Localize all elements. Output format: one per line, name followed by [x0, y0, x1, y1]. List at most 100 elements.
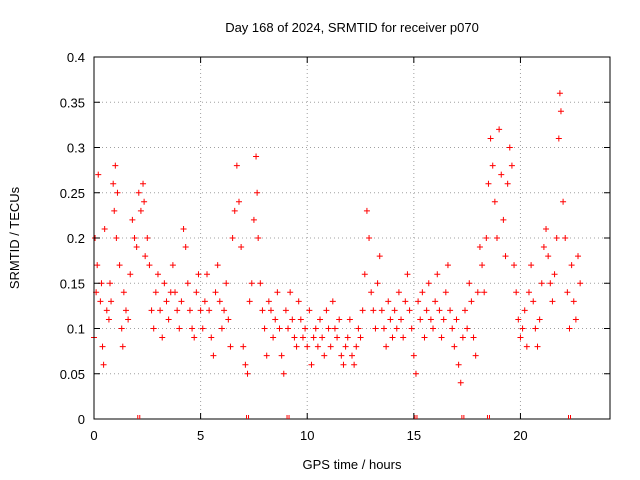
- data-point: [496, 126, 503, 133]
- y-tick-label: 0.4: [67, 50, 85, 65]
- data-point: [555, 135, 562, 142]
- data-point: [312, 325, 319, 332]
- data-point: [189, 325, 196, 332]
- data-point: [504, 180, 511, 187]
- data-point: [174, 307, 181, 314]
- data-point: [557, 108, 564, 115]
- y-tick-label: 0.35: [60, 95, 85, 110]
- data-point: [489, 162, 496, 169]
- data-point: [323, 307, 330, 314]
- data-point: [259, 307, 266, 314]
- data-point: [282, 307, 289, 314]
- data-point: [355, 325, 362, 332]
- data-point: [417, 316, 424, 323]
- data-point: [306, 307, 313, 314]
- data-point: [208, 334, 215, 341]
- data-point: [112, 162, 119, 169]
- data-point: [244, 370, 251, 377]
- data-point: [304, 343, 311, 350]
- y-tick-label: 0.2: [67, 231, 85, 246]
- data-point: [274, 289, 281, 296]
- data-point: [101, 225, 108, 232]
- data-point: [142, 253, 149, 260]
- data-point: [570, 298, 577, 305]
- data-point: [105, 316, 112, 323]
- data-point: [568, 262, 575, 269]
- data-point: [280, 370, 287, 377]
- data-point: [400, 334, 407, 341]
- data-point: [127, 271, 134, 278]
- data-point: [229, 235, 236, 241]
- data-point: [291, 334, 298, 341]
- data-point: [319, 334, 326, 341]
- data-point: [95, 171, 102, 178]
- data-point: [378, 307, 385, 314]
- data-point: [310, 334, 317, 341]
- data-point: [393, 325, 400, 332]
- data-point: [387, 316, 394, 323]
- x-tick-label: 15: [407, 428, 421, 443]
- data-point: [564, 289, 571, 296]
- data-point: [566, 325, 573, 332]
- data-point: [485, 180, 492, 187]
- data-point: [500, 216, 507, 223]
- data-point: [257, 280, 264, 287]
- data-point: [103, 307, 110, 314]
- data-point: [412, 370, 419, 377]
- data-point: [261, 325, 268, 332]
- data-point: [287, 289, 294, 296]
- y-tick-label: 0.05: [60, 367, 85, 382]
- data-point: [351, 361, 358, 368]
- data-point: [327, 343, 334, 350]
- data-point: [536, 316, 543, 323]
- data-point: [366, 235, 373, 241]
- data-point: [459, 334, 466, 341]
- data-point: [515, 316, 522, 323]
- axis-ticks: [93, 56, 610, 420]
- data-point: [462, 307, 469, 314]
- data-point: [513, 289, 520, 296]
- data-point: [235, 198, 242, 205]
- data-point: [216, 298, 223, 305]
- data-point: [361, 271, 368, 278]
- y-tick-label: 0.15: [60, 276, 85, 291]
- data-point: [184, 280, 191, 287]
- y-axis-label: SRMTID / TECUs: [7, 186, 22, 289]
- data-point: [436, 307, 443, 314]
- data-point: [233, 162, 240, 169]
- x-axis-label: GPS time / hours: [303, 457, 402, 472]
- data-point: [532, 325, 539, 332]
- data-point: [376, 253, 383, 260]
- data-point: [549, 298, 556, 305]
- data-point: [534, 343, 541, 350]
- data-point: [148, 307, 155, 314]
- data-point: [479, 262, 486, 269]
- data-point: [141, 198, 148, 205]
- data-point: [253, 153, 260, 160]
- gap-markers: [137, 415, 571, 419]
- data-point: [363, 207, 370, 214]
- data-point: [250, 216, 257, 223]
- data-point: [297, 316, 304, 323]
- data-point: [523, 343, 530, 350]
- x-tick-label: 20: [513, 428, 527, 443]
- data-point: [415, 298, 422, 305]
- data-point: [210, 352, 217, 359]
- data-point: [329, 298, 336, 305]
- data-point: [483, 235, 490, 241]
- data-point: [353, 343, 360, 350]
- data-point: [265, 298, 272, 305]
- data-point: [223, 280, 230, 287]
- data-point: [140, 180, 147, 187]
- data-point: [331, 325, 338, 332]
- data-point: [444, 262, 451, 269]
- data-point: [289, 316, 296, 323]
- data-point: [125, 316, 132, 323]
- data-point: [368, 289, 375, 296]
- data-point: [383, 343, 390, 350]
- data-point: [453, 316, 460, 323]
- data-point: [349, 352, 355, 359]
- data-point: [562, 235, 569, 241]
- data-point: [212, 289, 219, 296]
